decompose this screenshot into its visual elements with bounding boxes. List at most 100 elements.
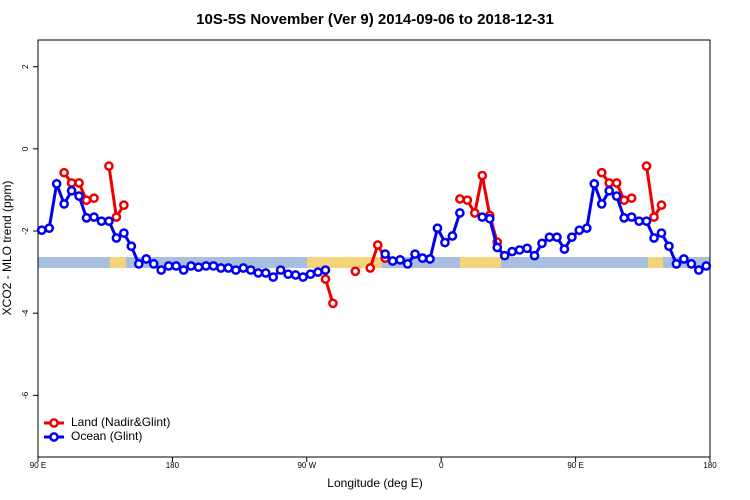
point	[81, 195, 92, 206]
point	[596, 167, 607, 178]
point	[51, 178, 62, 189]
point	[455, 208, 465, 218]
point	[111, 212, 122, 222]
point	[223, 263, 234, 273]
y-tick-label: -4	[21, 309, 30, 317]
point	[679, 254, 689, 264]
point	[552, 232, 562, 243]
point	[417, 253, 428, 264]
point	[163, 261, 174, 271]
point	[492, 242, 503, 253]
point	[171, 261, 181, 271]
point	[589, 178, 600, 189]
point	[298, 272, 308, 282]
point	[522, 243, 532, 254]
point	[440, 237, 450, 248]
point	[484, 213, 495, 224]
point	[462, 195, 473, 206]
point	[328, 298, 338, 309]
point	[74, 178, 84, 188]
point	[604, 178, 615, 188]
point	[253, 268, 264, 278]
x-tick-label: 90 W	[297, 461, 316, 470]
point	[216, 263, 226, 273]
point	[656, 228, 667, 238]
legend-marker	[49, 418, 59, 428]
x-tick-label: 0	[439, 461, 444, 470]
point	[238, 263, 249, 273]
point	[186, 261, 196, 271]
point	[89, 193, 99, 204]
point	[283, 269, 293, 280]
point	[245, 265, 256, 275]
point	[507, 246, 517, 257]
point	[626, 193, 637, 204]
x-tick-label: 90 E	[30, 461, 46, 470]
point	[611, 178, 622, 188]
point	[74, 191, 84, 201]
point	[208, 261, 219, 271]
point	[641, 216, 652, 227]
point	[544, 232, 555, 243]
point	[320, 265, 331, 275]
x-tick-label: 180	[166, 461, 180, 470]
point	[455, 194, 465, 204]
point	[499, 250, 510, 261]
point	[567, 232, 577, 243]
point	[81, 213, 92, 223]
point	[275, 265, 286, 275]
point	[59, 167, 69, 178]
point	[372, 240, 383, 250]
point	[537, 238, 547, 249]
legend-marker	[49, 432, 59, 442]
point	[649, 233, 659, 243]
point	[626, 212, 637, 222]
point	[201, 261, 211, 271]
point	[178, 265, 189, 275]
point	[477, 170, 488, 181]
point	[290, 270, 301, 280]
point	[619, 195, 629, 206]
legend-label: Land (Nadir&Glint)	[71, 415, 170, 429]
point	[320, 274, 331, 284]
point	[664, 241, 674, 252]
point	[432, 223, 443, 234]
point	[559, 244, 570, 254]
point	[350, 266, 361, 277]
point	[469, 208, 480, 218]
point	[148, 259, 159, 269]
point	[133, 259, 144, 269]
point	[231, 265, 241, 275]
point	[395, 254, 405, 265]
point	[596, 199, 607, 209]
point	[387, 256, 398, 266]
point	[96, 216, 107, 227]
point	[111, 233, 122, 243]
point	[59, 199, 69, 209]
point	[313, 267, 323, 277]
point	[66, 185, 77, 196]
point	[574, 225, 585, 236]
point	[634, 216, 644, 227]
point	[686, 259, 697, 269]
x-tick-label: 180	[703, 461, 717, 470]
map-strip	[38, 257, 710, 268]
point	[44, 223, 55, 234]
point	[604, 185, 615, 196]
point	[380, 249, 391, 259]
legend-label: Ocean (Glint)	[71, 429, 142, 443]
point	[611, 191, 622, 201]
point	[693, 265, 704, 275]
point	[656, 200, 667, 211]
point	[104, 216, 114, 227]
y-axis-label: XCO2 - MLO trend (ppm)	[0, 181, 14, 316]
point	[268, 272, 279, 282]
point	[104, 161, 114, 171]
point	[649, 212, 659, 222]
point	[89, 212, 99, 222]
point	[156, 265, 167, 275]
point	[365, 263, 376, 273]
point	[36, 225, 47, 236]
y-tick-label: 2	[21, 64, 30, 69]
